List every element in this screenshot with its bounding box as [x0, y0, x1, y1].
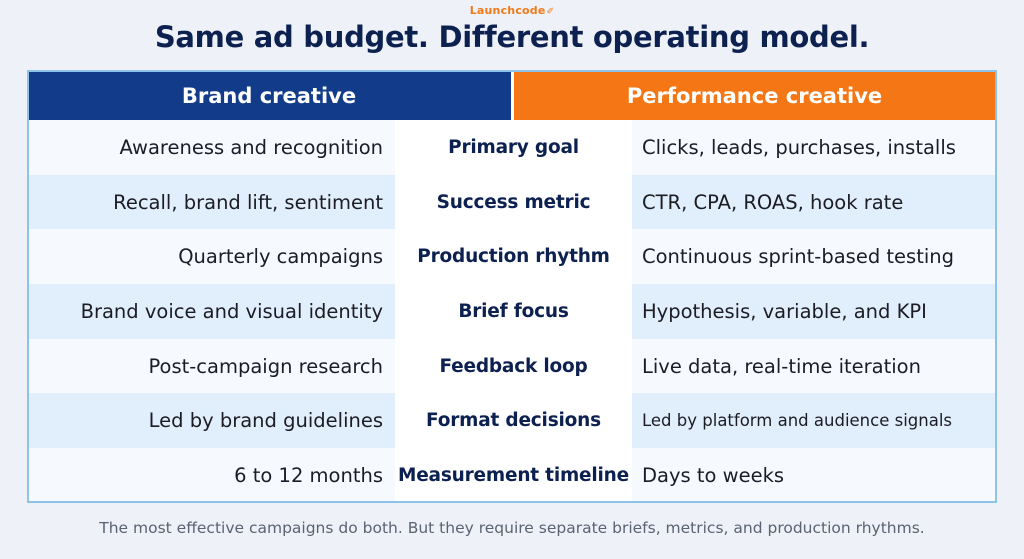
brand-logo-text: Launchcode	[469, 4, 546, 17]
table-row: 6 to 12 months Measurement timeline Days…	[29, 448, 995, 501]
performance-cell: Led by platform and audience signals	[632, 393, 995, 449]
table-row: Brand voice and visual identity Brief fo…	[29, 284, 995, 339]
row-label: Measurement timeline	[395, 448, 632, 501]
comparison-table: Brand creative Performance creative Awar…	[27, 70, 997, 503]
row-label: Brief focus	[395, 284, 632, 339]
performance-cell: Days to weeks	[632, 448, 995, 501]
header-divider	[511, 72, 514, 120]
page-title: Same ad budget. Different operating mode…	[154, 20, 870, 54]
table-row: Led by brand guidelines Format decisions…	[29, 393, 995, 449]
performance-cell: Live data, real-time iteration	[632, 338, 995, 394]
brand-cell: 6 to 12 months	[29, 448, 395, 501]
brand-logo-mark-icon: ✐	[546, 7, 555, 17]
performance-cell: Clicks, leads, purchases, installs	[632, 120, 995, 175]
row-label: Primary goal	[395, 120, 632, 175]
brand-cell: Recall, brand lift, sentiment	[29, 174, 395, 230]
table-row: Awareness and recognition Primary goal C…	[29, 120, 995, 175]
row-label: Success metric	[395, 174, 632, 230]
column-header-performance-label: Performance creative	[626, 84, 883, 108]
table-body: Awareness and recognition Primary goal C…	[29, 120, 995, 501]
brand-cell: Awareness and recognition	[29, 120, 395, 175]
row-label: Format decisions	[395, 393, 632, 449]
brand-cell: Post-campaign research	[29, 338, 395, 394]
row-label: Production rhythm	[395, 229, 632, 285]
column-header-brand-label: Brand creative	[181, 84, 357, 108]
column-header-brand: Brand creative	[29, 72, 511, 120]
performance-cell: CTR, CPA, ROAS, hook rate	[632, 174, 995, 230]
brand-cell: Led by brand guidelines	[29, 393, 395, 449]
footnote: The most effective campaigns do both. Bu…	[99, 519, 925, 537]
column-header-performance: Performance creative	[514, 72, 995, 120]
brand-logo: Launchcode✐	[0, 4, 1024, 17]
table-header-row: Brand creative Performance creative	[29, 72, 995, 120]
table-row: Post-campaign research Feedback loop Liv…	[29, 338, 995, 394]
table-row: Recall, brand lift, sentiment Success me…	[29, 174, 995, 230]
performance-cell: Hypothesis, variable, and KPI	[632, 284, 995, 339]
performance-cell: Continuous sprint-based testing	[632, 229, 995, 285]
brand-cell: Quarterly campaigns	[29, 229, 395, 285]
brand-cell: Brand voice and visual identity	[29, 284, 395, 339]
table-row: Quarterly campaigns Production rhythm Co…	[29, 229, 995, 285]
row-label: Feedback loop	[395, 338, 632, 394]
